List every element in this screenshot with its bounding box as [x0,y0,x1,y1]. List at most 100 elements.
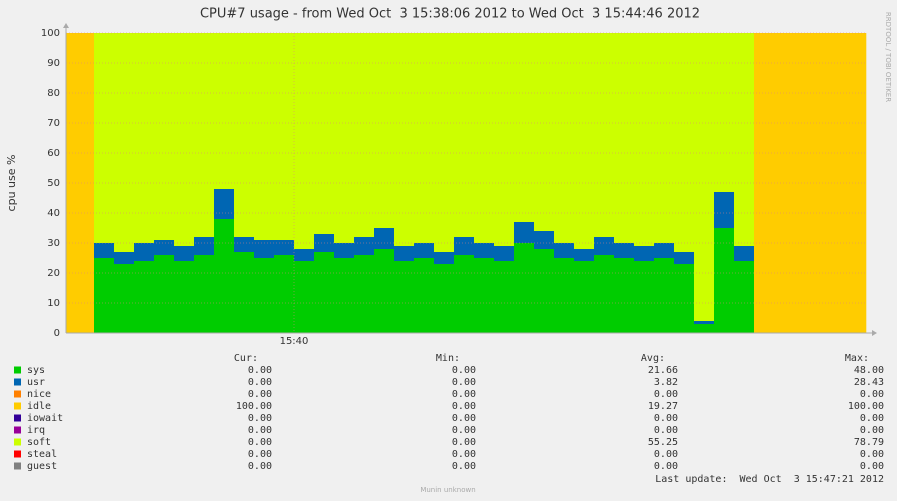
area-segment [634,246,655,261]
area-segment [654,258,675,333]
area-segment [594,33,615,237]
area-segment [174,246,195,261]
y-tick-label: 10 [47,298,60,309]
area-segment [554,33,575,243]
legend-value: 78.79 [854,437,884,448]
area-segment [474,258,495,333]
legend-label: usr [27,377,45,388]
y-axis-arrow [63,23,69,28]
area-segment [274,33,295,240]
area-segment [854,33,867,333]
legend-value: 0.00 [452,425,476,436]
legend-header: Cur: [234,353,258,364]
area-segment [414,258,435,333]
legend: Cur: Min: Avg: Max:sys 0.00 0.00 21.66 48.00usr… [14,353,884,472]
legend-label: soft [27,437,51,448]
legend-value: 28.43 [854,377,884,388]
area-segment [814,33,835,333]
area-segment [714,192,735,228]
legend-swatch [14,462,21,470]
area-segment [294,261,315,333]
legend-label: nice [27,389,51,400]
area-segment [554,243,575,258]
area-segment [334,258,355,333]
legend-header: Min: [436,353,460,364]
x-tick-label: 15:40 [280,336,309,347]
legend-value: 0.00 [860,389,884,400]
area-segment [234,33,255,237]
area-segment [554,258,575,333]
area-segment [414,243,435,258]
area-segment [314,33,335,234]
legend-header: Max: [845,353,869,364]
legend-value: 19.27 [648,401,678,412]
y-tick-label: 100 [41,28,60,39]
area-segment [574,261,595,333]
legend-value: 100.00 [848,401,884,412]
legend-value: 0.00 [248,413,272,424]
legend-swatch [14,402,21,410]
area-segment [434,264,455,333]
area-segment [394,261,415,333]
area-segment [154,33,175,240]
area-segment [114,33,135,252]
legend-value: 0.00 [248,389,272,400]
legend-value: 0.00 [860,461,884,472]
legend-swatch [14,450,21,458]
area-segment [114,264,135,333]
area-segment [294,33,315,249]
area-segment [534,231,555,249]
legend-value: 0.00 [860,413,884,424]
legend-value: 0.00 [860,449,884,460]
legend-value: 0.00 [452,449,476,460]
legend-swatch [14,366,21,374]
area-segment [374,249,395,333]
side-label: RRDTOOL / TOBI OETIKER [884,12,892,102]
area-segment [134,261,155,333]
area-segment [594,255,615,333]
area-segment [134,33,155,243]
area-segment [454,255,475,333]
area-segment [534,33,555,231]
area-segment [294,249,315,261]
area-segment [454,33,475,237]
y-tick-label: 70 [47,118,60,129]
y-tick-label: 30 [47,238,60,249]
area-segment [66,33,95,333]
area-segment [94,33,115,243]
area-segment [494,261,515,333]
area-segment [274,255,295,333]
area-segment [694,321,715,324]
area-segment [154,240,175,255]
y-tick-label: 50 [47,178,60,189]
area-segment [754,33,775,333]
area-segment [174,33,195,246]
area-segment [494,33,515,246]
legend-value: 0.00 [248,437,272,448]
legend-value: 55.25 [648,437,678,448]
area-segment [614,33,635,243]
area-segment [134,243,155,261]
area-segment [714,228,735,333]
legend-value: 3.82 [654,377,678,388]
area-segment [354,255,375,333]
area-segment [674,264,695,333]
area-segment [234,237,255,252]
y-axis-label: cpu use % [5,155,18,212]
legend-swatch [14,426,21,434]
y-tick-label: 20 [47,268,60,279]
area-segment [574,249,595,261]
legend-value: 48.00 [854,365,884,376]
legend-value: 100.00 [236,401,272,412]
legend-value: 0.00 [654,425,678,436]
legend-value: 0.00 [452,413,476,424]
area-segment [574,33,595,249]
area-segment [514,243,535,333]
legend-label: iowait [27,413,63,424]
legend-swatch [14,378,21,386]
area-segment [774,33,795,333]
y-tick-label: 40 [47,208,60,219]
area-segment [694,33,715,321]
area-segment [534,249,555,333]
legend-value: 0.00 [452,365,476,376]
